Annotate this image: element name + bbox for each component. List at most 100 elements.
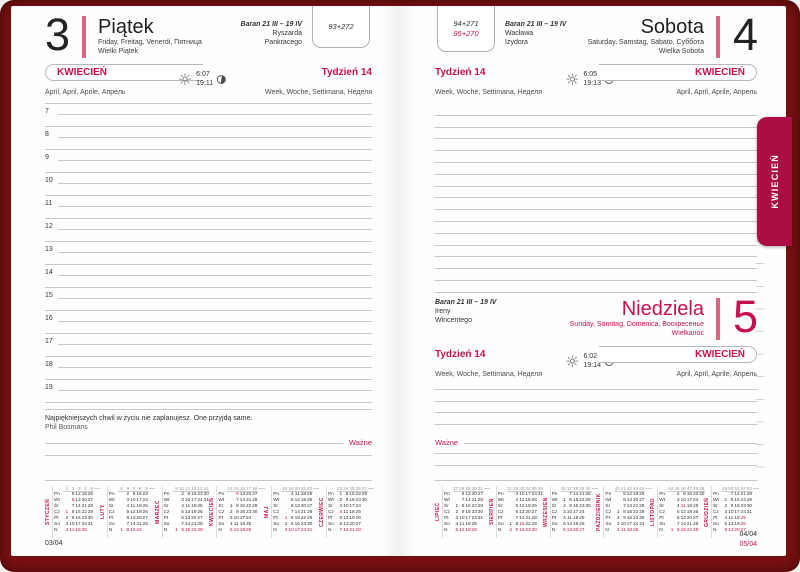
day-number: 14 (626, 504, 633, 510)
day-number: 3 (65, 521, 69, 527)
day-number: 30 (477, 510, 484, 515)
day-number: 16 (349, 498, 355, 504)
day-number: 29 (306, 515, 313, 521)
day-number: 22 (136, 527, 142, 533)
hour-row-18: 18 (45, 359, 372, 382)
week-number: 34 (525, 485, 532, 492)
hour-row-8: 8 (45, 129, 372, 152)
mini-calendar-grid: 31 32 33 34 35 36 Pn 3 10 17 24 31 Wt 4 11 18 25 Śr 5 12 19 2… (495, 485, 544, 538)
day-number: 14 (343, 527, 349, 533)
day-number: 2 (229, 510, 233, 515)
day-number: 31 (306, 527, 313, 533)
weekday-label: Pn (273, 492, 280, 498)
weekday-label: Śr (54, 504, 59, 510)
ruled-line (435, 187, 757, 199)
ruled-line (435, 175, 757, 187)
day-number: 12 (459, 527, 465, 533)
weekday-label: So (605, 521, 612, 527)
day-number: 20 (686, 515, 693, 521)
day-number: 11 (69, 527, 75, 533)
day-number: 27 (692, 515, 699, 521)
day-number: 30 (585, 504, 591, 510)
day-number: 16 (136, 492, 142, 498)
week-number: 24 (343, 485, 350, 492)
day-number: 22 (81, 510, 87, 515)
weekday-label: Pt (712, 515, 718, 521)
weekday-label: N (54, 527, 58, 533)
day-number: 20 (349, 521, 355, 527)
day-number: 7 (461, 498, 465, 504)
week-number (258, 488, 265, 490)
week-number: 47 (686, 485, 693, 492)
day-number: 15 (519, 521, 525, 527)
day-number: 18 (75, 527, 81, 533)
saturday-subheader: Tydzień 14 Week, Woche, Settimana, Недел… (435, 64, 757, 102)
mini-calendar-month-name: GRUDZIEŃ (703, 497, 710, 527)
day-number: 2 (676, 492, 680, 498)
day-number: 28 (142, 521, 148, 527)
week-number: 26 (355, 485, 362, 492)
half-hour-line (45, 355, 372, 357)
sunrise-time: 6:07 (196, 71, 210, 78)
weekday-label: Pn (444, 492, 450, 498)
week-number: 31 (506, 485, 513, 492)
day-number: 27 (142, 515, 148, 521)
mini-calendars-jan-jun: STYCZEŃ 1 2 3 4 5 Pn 5 12 19 26 Wt 6 13 20 27 Śr 7 14 21 28 C… (45, 485, 375, 538)
day-number: 17 (239, 515, 246, 521)
day-number: 26 (579, 521, 585, 527)
day-number: 25 (142, 504, 148, 510)
day-number: 30 (639, 515, 645, 521)
weekday-label: Cz (108, 510, 115, 515)
nameday-2: Pankracego (264, 39, 302, 46)
day-number: 22 (355, 492, 361, 498)
nameday-2: Wincentego (435, 317, 472, 324)
day-number: 13 (184, 515, 191, 521)
day-number: 19 (465, 527, 471, 533)
hour-writing-line (58, 252, 372, 253)
hour-row-14: 14 (45, 267, 372, 290)
weekday-label: Cz (497, 510, 504, 515)
sunrise-sunset-group: ☼ 6:07 19:11 (178, 71, 227, 88)
day-number: 25 (81, 527, 87, 533)
day-number: 23 (245, 510, 252, 515)
day-counter-value-red: 95+270 (453, 29, 479, 38)
day-number: 28 (639, 504, 645, 510)
ruled-line (435, 453, 757, 454)
day-number: 3 (455, 515, 459, 521)
day-number: 7 (126, 521, 130, 527)
day-number: 4 (676, 504, 680, 510)
friday-day-counter-box: 93+272 (312, 6, 370, 48)
day-number: 27 (639, 498, 645, 504)
day-number: 16 (519, 527, 525, 533)
week-number: 9 (172, 486, 179, 492)
day-number: 6 (126, 515, 130, 521)
weekday-label: Wt (551, 498, 558, 504)
day-number: 27 (531, 510, 537, 515)
day-number: 1 (339, 492, 343, 498)
mini-calendar-month-name: MAJ (264, 506, 271, 518)
day-number: 26 (197, 510, 203, 515)
week-number: 40 (585, 485, 592, 492)
weekday-label: Śr (712, 504, 718, 510)
day-number: 16 (626, 515, 633, 521)
day-number: 15 (465, 504, 471, 510)
day-number: 21 (686, 521, 693, 527)
day-number: 8 (461, 504, 465, 510)
day-number: 11 (130, 504, 136, 510)
day-number: 15 (239, 504, 246, 510)
mini-calendar-maj: MAJ 18 19 20 21 22 Pn 4 11 18 25 Wt 5 12 19 26 Śr 6 13 20 27… (264, 485, 320, 538)
weekday-label: Wt (108, 498, 115, 504)
day-number: 2 (339, 498, 343, 504)
week-number: 1 (63, 486, 70, 492)
ruled-line (435, 198, 757, 211)
day-number: 22 (686, 527, 693, 533)
mini-calendar-czerwiec: CZERWIEC 23 24 25 26 27 Pn 1 8 15 22 29 Wt 2 9 16 23 30 Śr… (319, 485, 375, 538)
week-number: 19 (288, 485, 295, 492)
day-number: 14 (519, 515, 525, 521)
week-number: 32 (512, 485, 520, 492)
day-number: 19 (686, 510, 693, 515)
week-number: 27 (453, 485, 460, 492)
day-number: 29 (197, 527, 203, 533)
day-number: 20 (191, 515, 197, 521)
hour-row-10: 10 (45, 175, 372, 198)
